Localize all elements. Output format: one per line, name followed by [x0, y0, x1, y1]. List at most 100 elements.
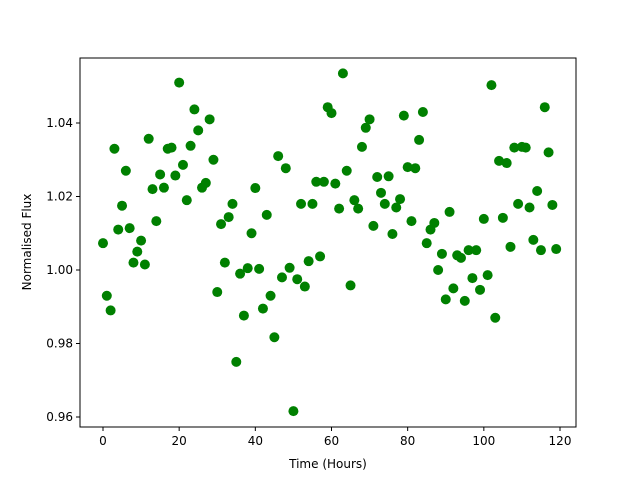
- data-point: [459, 295, 470, 306]
- data-point: [261, 209, 272, 220]
- data-point: [436, 248, 447, 259]
- data-point: [341, 165, 352, 176]
- data-point: [497, 212, 508, 223]
- data-point: [353, 203, 364, 214]
- data-point: [212, 287, 223, 298]
- data-point: [334, 203, 345, 214]
- data-point: [254, 263, 265, 274]
- data-point: [501, 158, 512, 169]
- data-point: [311, 176, 322, 187]
- data-point: [535, 245, 546, 256]
- data-point: [170, 170, 181, 181]
- data-point: [520, 142, 531, 153]
- data-point: [117, 200, 128, 211]
- data-point: [398, 110, 409, 121]
- x-tick-label: 80: [400, 434, 415, 448]
- data-point: [421, 238, 432, 249]
- x-axis: 0 20 40 60 80 100 120: [99, 427, 571, 448]
- data-point: [257, 303, 268, 314]
- data-point: [139, 259, 150, 270]
- data-point: [383, 171, 394, 182]
- data-point: [109, 143, 120, 154]
- data-point: [113, 224, 124, 235]
- data-point: [296, 198, 307, 209]
- data-point: [494, 155, 505, 166]
- data-point: [467, 273, 478, 284]
- data-point: [303, 256, 314, 267]
- data-point: [471, 245, 482, 256]
- y-tick-label: 0.96: [46, 410, 73, 424]
- data-point: [360, 122, 371, 133]
- data-point: [455, 252, 466, 263]
- data-point: [288, 406, 299, 417]
- data-point: [124, 223, 135, 234]
- data-point: [132, 246, 143, 257]
- data-point: [379, 198, 390, 209]
- data-point: [444, 206, 455, 217]
- data-point: [155, 169, 166, 180]
- data-point: [174, 77, 185, 88]
- data-point: [345, 280, 356, 291]
- data-point: [216, 219, 227, 230]
- data-point: [273, 151, 284, 162]
- data-point: [235, 268, 246, 279]
- data-point: [181, 195, 192, 206]
- data-point: [395, 194, 406, 205]
- data-point: [219, 257, 230, 268]
- data-point: [429, 217, 440, 228]
- data-point: [490, 312, 501, 323]
- data-point: [238, 310, 249, 321]
- data-point: [307, 198, 318, 209]
- data-point: [315, 251, 326, 262]
- data-point: [223, 212, 234, 223]
- y-tick-label: 0.98: [46, 337, 73, 351]
- y-axis-label: Normalised Flux: [20, 194, 34, 291]
- data-point: [147, 184, 158, 195]
- data-point: [246, 228, 257, 239]
- x-tick-label: 0: [99, 434, 107, 448]
- data-point: [193, 125, 204, 136]
- data-point: [551, 244, 562, 255]
- data-point: [387, 228, 398, 239]
- data-point: [292, 274, 303, 285]
- x-tick-label: 60: [324, 434, 339, 448]
- data-point: [528, 234, 539, 245]
- data-point: [509, 142, 520, 153]
- data-point: [547, 199, 558, 210]
- data-point: [406, 216, 417, 227]
- data-point: [280, 163, 291, 174]
- x-tick-label: 100: [472, 434, 495, 448]
- data-point: [402, 162, 413, 173]
- data-point: [208, 154, 219, 165]
- data-point: [330, 178, 341, 189]
- x-tick-label: 20: [172, 434, 187, 448]
- data-point: [250, 183, 261, 194]
- data-point: [276, 272, 287, 283]
- data-point: [475, 284, 486, 295]
- data-point: [269, 332, 280, 343]
- y-axis: 0.96 0.98 1.00 1.02 1.04: [46, 116, 80, 424]
- data-point: [143, 133, 154, 144]
- data-point: [98, 238, 108, 249]
- data-point: [326, 108, 337, 119]
- data-point: [463, 245, 474, 256]
- axes-frame: [79, 57, 577, 428]
- data-point: [101, 290, 112, 301]
- y-tick-label: 1.00: [46, 263, 73, 277]
- data-point: [482, 270, 493, 281]
- data-point: [478, 213, 489, 224]
- x-tick-label: 40: [248, 434, 263, 448]
- y-tick-label: 1.04: [46, 116, 73, 130]
- data-point: [410, 163, 421, 174]
- data-point: [532, 185, 543, 196]
- data-point: [166, 142, 177, 153]
- data-point: [513, 198, 524, 209]
- data-point: [391, 202, 402, 213]
- data-point: [318, 176, 329, 187]
- data-point: [543, 147, 554, 158]
- x-tick-label: 120: [549, 434, 572, 448]
- data-point: [349, 195, 360, 206]
- x-axis-label: Time (Hours): [288, 457, 367, 471]
- data-point: [440, 294, 451, 305]
